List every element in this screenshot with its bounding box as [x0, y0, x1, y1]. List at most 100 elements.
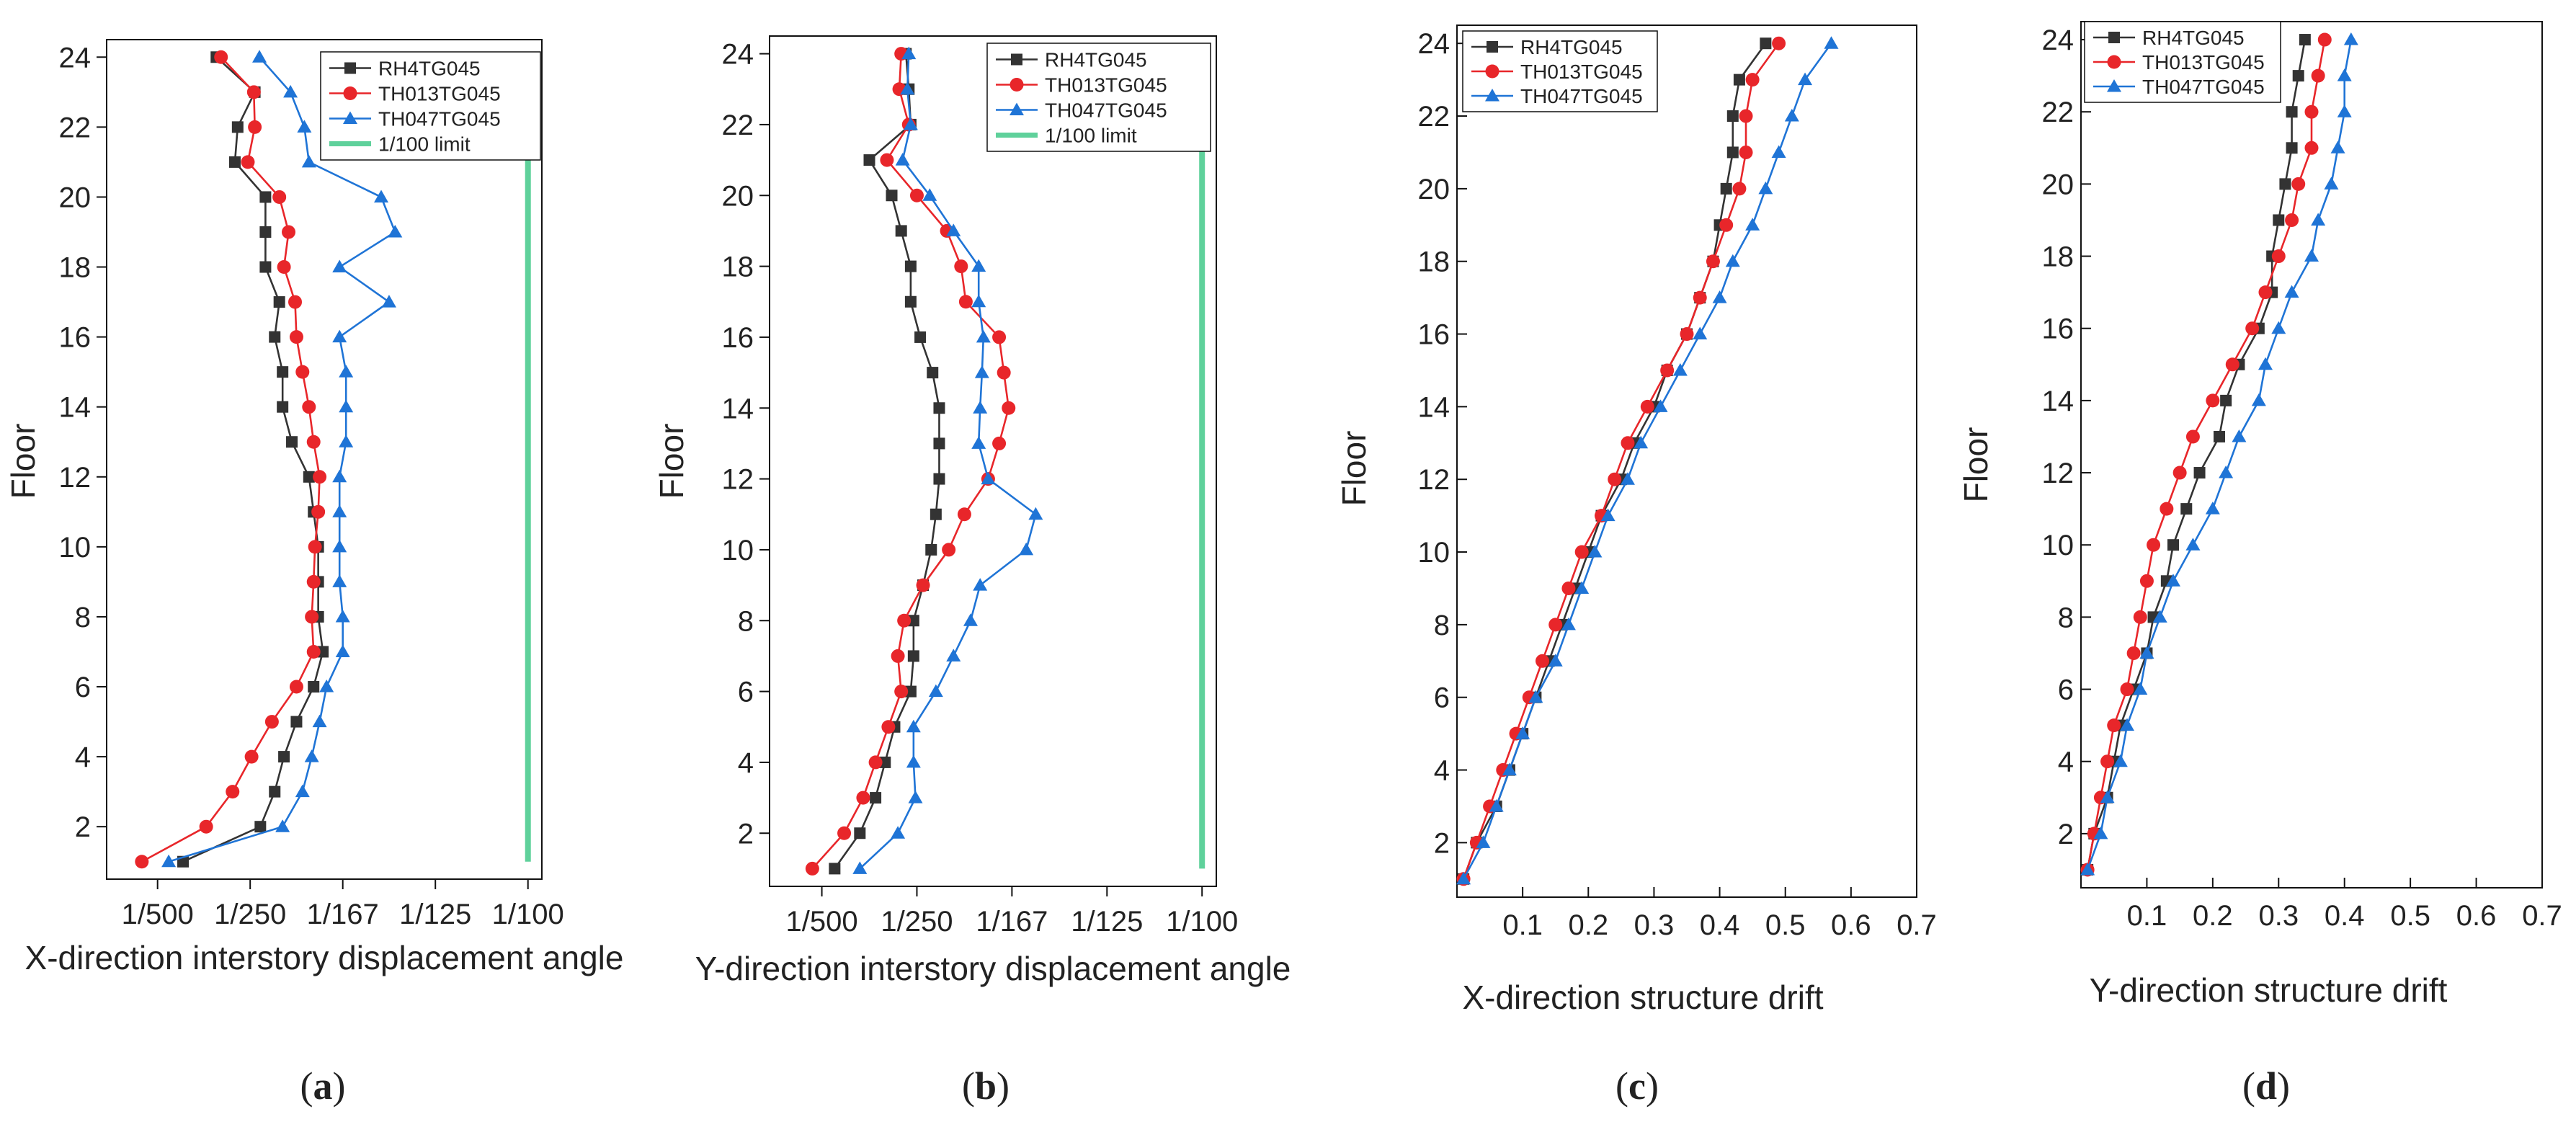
legend-swatch	[1471, 64, 1513, 79]
data-point	[881, 720, 896, 734]
x-tick-label: 1/100	[492, 899, 564, 930]
data-point	[306, 644, 321, 659]
data-point	[1528, 690, 1543, 703]
data-point	[283, 84, 298, 98]
data-point	[904, 295, 917, 308]
data-point	[277, 260, 291, 275]
panel-label: (c)	[1615, 1064, 1659, 1108]
data-point	[854, 827, 866, 840]
data-point	[226, 785, 240, 799]
data-point	[1002, 401, 1016, 415]
data-point	[335, 644, 350, 657]
x-tick-label: 0.7	[1897, 909, 1937, 941]
data-point	[1726, 146, 1739, 159]
data-point	[927, 367, 939, 379]
legend-swatch	[2093, 79, 2135, 92]
data-point	[2133, 610, 2147, 624]
series-line	[811, 53, 1010, 870]
data-point	[275, 819, 290, 832]
data-point	[248, 120, 262, 134]
data-point	[2304, 141, 2319, 155]
x-tick-label: 0.5	[2390, 900, 2430, 932]
data-point	[2232, 429, 2247, 442]
y-tick-label: 18	[2042, 241, 2074, 273]
legend-label: TH013TG045	[2142, 51, 2265, 74]
data-point	[903, 117, 918, 130]
data-point	[829, 863, 841, 875]
legend-swatch	[996, 102, 1038, 115]
legend-marker	[343, 86, 357, 100]
data-point	[1620, 472, 1635, 485]
data-point	[1680, 327, 1694, 342]
data-point	[870, 792, 882, 804]
y-tick-label: 16	[2042, 313, 2074, 345]
data-point	[1720, 182, 1732, 195]
data-point	[1745, 218, 1760, 231]
data-point	[997, 365, 1011, 380]
data-point	[2271, 321, 2286, 334]
data-point	[277, 366, 289, 378]
y-tick-label: 20	[722, 180, 754, 212]
data-point	[2245, 321, 2260, 336]
data-point	[2180, 503, 2193, 515]
legend-label: TH013TG045	[1045, 74, 1167, 97]
data-point	[2317, 32, 2332, 47]
data-point	[1693, 326, 1708, 340]
data-point	[907, 615, 919, 627]
y-tick-label: 16	[722, 322, 754, 354]
x-axis-title: X-direction interstory displacement angl…	[25, 939, 624, 976]
legend-swatch	[2093, 55, 2135, 69]
data-point	[259, 226, 272, 238]
x-tick-label: 0.4	[1700, 909, 1740, 941]
y-tick-label: 10	[59, 532, 92, 564]
data-point	[2258, 357, 2273, 370]
data-point	[2139, 646, 2154, 659]
data-point	[282, 225, 296, 239]
data-point	[288, 295, 303, 309]
data-point	[2271, 249, 2286, 264]
data-point	[2206, 393, 2220, 408]
data-point	[1660, 363, 1675, 378]
plot-frame	[1456, 25, 1917, 898]
data-point	[199, 819, 213, 834]
data-point	[1739, 109, 1753, 123]
y-tick-label: 20	[2042, 169, 2074, 200]
data-point	[2279, 178, 2291, 190]
x-tick-label: 0.4	[2325, 900, 2365, 932]
data-point	[1548, 654, 1563, 667]
data-point	[1824, 36, 1839, 49]
x-tick-label: 0.6	[1831, 909, 1871, 941]
data-point	[2205, 502, 2220, 515]
data-point	[1561, 617, 1576, 631]
data-point	[302, 400, 316, 414]
series-th013tg045	[805, 47, 1016, 876]
data-point	[2120, 718, 2134, 731]
data-point	[246, 85, 261, 99]
data-point	[252, 50, 267, 63]
y-tick-label: 24	[1418, 28, 1450, 60]
data-point	[1535, 654, 1549, 668]
y-axis-title: Floor	[4, 424, 42, 499]
data-point	[1574, 545, 1589, 559]
data-point	[1489, 798, 1504, 812]
x-axis-title: Y-direction structure drift	[2090, 971, 2448, 1009]
legend-marker	[1487, 41, 1498, 53]
data-point	[1634, 435, 1649, 449]
y-axis-title: Floor	[653, 424, 690, 499]
series-th047tg045	[1456, 36, 1839, 885]
y-tick-label: 22	[1418, 101, 1450, 133]
data-point	[1640, 399, 1654, 414]
x-tick-label: 0.2	[1568, 909, 1608, 941]
legend-swatch	[996, 78, 1038, 92]
data-point	[308, 681, 320, 693]
x-tick-label: 0.1	[2127, 900, 2167, 932]
data-point	[895, 225, 907, 237]
series-line	[1462, 43, 1832, 880]
data-point	[2126, 646, 2141, 660]
data-point	[891, 826, 906, 839]
data-point	[1476, 835, 1491, 848]
data-point	[2147, 538, 2161, 552]
y-tick-label: 2	[738, 818, 754, 850]
y-tick-label: 22	[2042, 97, 2074, 128]
